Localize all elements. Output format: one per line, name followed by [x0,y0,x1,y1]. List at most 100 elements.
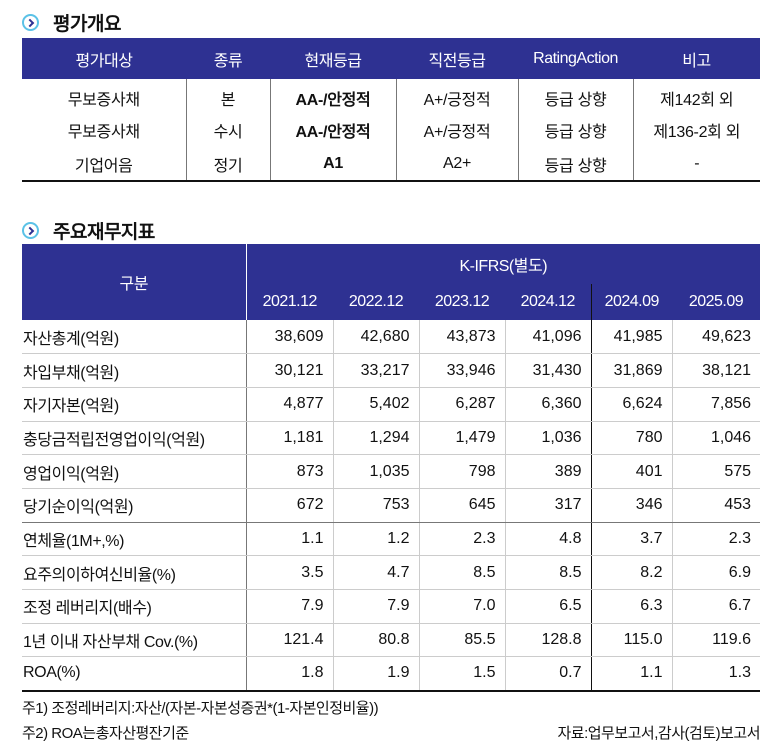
cell-target: 무보증사채 [67,124,140,141]
value-cell: 1,479 [418,421,505,456]
cell-note: - [632,147,760,182]
value-cell: 4.7 [332,555,419,590]
value-cell: 33,217 [332,353,419,388]
row-label: 자산총계(억원) [22,320,246,355]
rating-row: 무보증사채 수시 AA-/안정적 A+/긍정적 등급 상향 제136-2회 외 [22,113,760,147]
value-cell: 49,623 [671,320,761,355]
source-note: 자료:업무보고서,감사(검토)보고서 [557,725,760,742]
value-cell: 1.2 [332,522,419,557]
row-label: 조정 레버리지(배수) [22,589,246,624]
row-label: 차입부채(억원) [22,353,246,388]
financial-row: 자기자본(억원) 4,877 5,402 6,287 6,360 6,624 7,856 [22,387,761,422]
value-cell: 42,680 [332,320,419,355]
value-cell: 41,985 [590,320,672,355]
cell-previous: A2+ [395,147,518,182]
value-cell: 43,873 [418,320,505,355]
value-cell: 6,624 [590,387,672,422]
financial-row: 충당금적립전영업이익(억원) 1,181 1,294 1,479 1,036 780 1,0… [22,421,761,456]
header-action: RatingAction [518,38,633,79]
row-label: 충당금적립전영업이익(억원) [22,421,246,456]
value-cell: 0.7 [504,656,591,692]
cell-type: 본 [185,79,270,113]
financial-row: 당기순이익(억원) 672 753 645 317 346 453 [22,488,761,523]
header-period: 2025.09 [672,284,761,320]
value-cell: 2.3 [671,522,761,557]
value-cell: 30,121 [245,353,333,388]
cell-previous: A+/긍정적 [395,79,518,113]
financial-row: 연체율(1M+,%) 1.1 1.2 2.3 4.8 3.7 2.3 [22,522,761,557]
financial-row: 자산총계(억원) 38,609 42,680 43,873 41,096 41,985 49… [22,320,761,355]
cell-note: 제142회 외 [632,79,760,113]
footnote-1: 주1) 조정레버리지:자산/(자본-자본성증권*(1-자본인정비율)) [22,700,379,717]
cell-target: 무보증사채 [67,92,140,109]
value-cell: 7.9 [332,589,419,624]
value-cell: 1,181 [245,421,333,456]
value-cell: 38,609 [245,320,333,355]
header-period: 2022.12 [333,284,419,320]
rating-row: 무보증사채 본 AA-/안정적 A+/긍정적 등급 상향 제142회 외 [22,79,760,113]
value-cell: 6.9 [671,555,761,590]
value-cell: 1,046 [671,421,761,456]
value-cell: 38,121 [671,353,761,388]
value-cell: 1.5 [418,656,505,692]
financial-section-title: 주요재무지표 [22,217,155,244]
value-cell: 7,856 [671,387,761,422]
financial-row: 영업이익(억원) 873 1,035 798 389 401 575 [22,454,761,489]
value-cell: 645 [418,488,505,523]
value-cell: 6,287 [418,387,505,422]
value-cell: 6.5 [504,589,591,624]
value-cell: 6.7 [671,589,761,624]
rating-row: 기업어음 정기 A1 A2+ 등급 상향 - [22,147,760,182]
value-cell: 453 [671,488,761,523]
financial-section-title-text: 주요재무지표 [53,222,155,243]
row-label: 당기순이익(억원) [22,488,246,523]
value-cell: 80.8 [332,623,419,658]
cell-action: 등급 상향 [517,147,633,182]
cell-type: 정기 [185,147,270,182]
value-cell: 3.7 [590,522,672,557]
rating-section-title-text: 평가개요 [53,14,121,35]
row-label: 요주의이하여신비율(%) [22,555,246,590]
value-cell: 1.8 [245,656,333,692]
financial-row: 1년 이내 자산부채 Cov.(%) 121.4 80.8 85.5 128.8 115.… [22,623,761,658]
value-cell: 1.1 [590,656,672,692]
value-cell: 1,035 [332,454,419,489]
cell-type: 수시 [185,113,270,147]
cell-action: 등급 상향 [517,79,633,113]
row-label: ROA(%) [22,656,246,692]
financial-row: 요주의이하여신비율(%) 3.5 4.7 8.5 8.5 8.2 6.9 [22,555,761,590]
row-label: 연체율(1M+,%) [22,522,246,557]
value-cell: 1.9 [332,656,419,692]
value-cell: 31,430 [504,353,591,388]
value-cell: 8.5 [418,555,505,590]
value-cell: 121.4 [245,623,333,658]
header-period: 2024.12 [505,284,591,320]
financial-row: 차입부채(억원) 30,121 33,217 33,946 31,430 31,869 38… [22,353,761,388]
value-cell: 1,294 [332,421,419,456]
value-cell: 115.0 [590,623,672,658]
header-note: 비고 [633,38,760,79]
value-cell: 1,036 [504,421,591,456]
header-type: 종류 [186,38,270,79]
value-cell: 780 [590,421,672,456]
financial-table: 구분 K-IFRS(별도) 2021.12 2022.12 2023.12 20… [22,244,761,692]
header-row-label: 구분 [22,244,247,320]
cell-current: A1 [269,147,396,182]
footnote-2: 주2) ROA는총자산평잔기준 [22,725,189,742]
chevron-right-circle-icon [22,14,39,31]
value-cell: 31,869 [590,353,672,388]
value-cell: 6,360 [504,387,591,422]
cell-current: AA-/안정적 [269,113,396,147]
value-cell: 8.2 [590,555,672,590]
value-cell: 575 [671,454,761,489]
rating-table: 평가대상 종류 현재등급 직전등급 RatingAction 비고 무보증사채 … [22,38,760,182]
financial-row: ROA(%) 1.8 1.9 1.5 0.7 1.1 1.3 [22,656,761,692]
rating-table-header: 평가대상 종류 현재등급 직전등급 RatingAction 비고 [22,38,760,79]
value-cell: 401 [590,454,672,489]
header-period: 2023.12 [419,284,505,320]
row-label: 자기자본(억원) [22,387,246,422]
value-cell: 3.5 [245,555,333,590]
value-cell: 128.8 [504,623,591,658]
value-cell: 7.9 [245,589,333,624]
value-cell: 85.5 [418,623,505,658]
